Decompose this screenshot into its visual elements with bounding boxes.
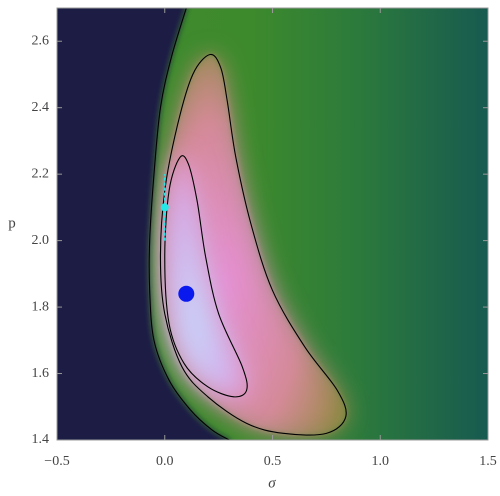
x-tick-label: 1.5 xyxy=(479,454,497,469)
point xyxy=(160,203,169,212)
y-tick-label: 1.4 xyxy=(32,432,50,447)
y-tick-label: 1.8 xyxy=(32,299,50,314)
center-region xyxy=(164,155,248,397)
y-tick-label: 2.4 xyxy=(32,100,50,115)
contour-line xyxy=(164,155,248,398)
x-tick-label: 1.0 xyxy=(372,454,390,469)
excluded-region xyxy=(57,8,230,440)
x-tick-label: −0.5 xyxy=(44,454,69,469)
x-axis-label: σ xyxy=(268,475,276,491)
contour-line xyxy=(148,8,230,440)
y-tick-label: 1.6 xyxy=(32,366,50,381)
y-tick-label: 2.2 xyxy=(32,166,50,181)
x-tick-label: 0.5 xyxy=(264,454,282,469)
y-tick-label: 2.6 xyxy=(32,33,50,48)
y-axis-label: p xyxy=(8,215,16,231)
y-tick-label: 2.0 xyxy=(32,233,50,248)
point xyxy=(178,285,195,302)
x-tick-label: 0.0 xyxy=(156,454,174,469)
plot-area xyxy=(57,8,488,440)
